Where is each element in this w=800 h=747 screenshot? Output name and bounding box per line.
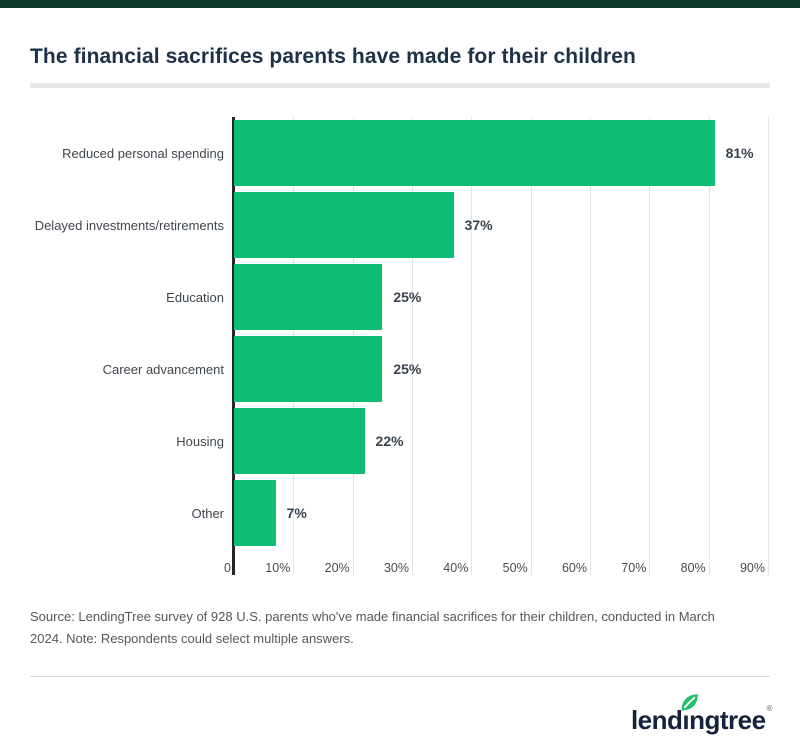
- category-cell: Other: [30, 477, 234, 549]
- bar-row: 81%: [234, 117, 768, 189]
- gridline: [471, 117, 473, 576]
- category-label: Education: [166, 289, 224, 305]
- gridline: [412, 117, 413, 576]
- x-tick-label: 70%: [621, 561, 647, 576]
- bar-row: 7%: [234, 477, 768, 549]
- lendingtree-logo: lendıngtree®: [630, 691, 773, 736]
- category-label: Career advancement: [102, 361, 224, 377]
- category-label: Reduced personal spending: [62, 145, 224, 161]
- title-divider: [30, 83, 770, 89]
- category-label: Housing: [176, 433, 224, 449]
- bar-career-advancement: [234, 336, 383, 403]
- category-cell: Delayed investments/retirements: [30, 189, 234, 261]
- x-tick-label: 0: [224, 561, 231, 576]
- page-title: The financial sacrifices parents have ma…: [30, 45, 636, 68]
- bars-stack: 81% 37% 25% 25% 22%: [234, 117, 768, 549]
- footer-divider: [30, 676, 770, 678]
- value-label: 81%: [725, 145, 754, 162]
- value-label: 22%: [375, 433, 404, 450]
- category-labels-column: Reduced personal spending Delayed invest…: [30, 117, 234, 575]
- x-tick-label: 10%: [265, 561, 291, 576]
- value-label: 25%: [393, 289, 422, 306]
- category-cell: Career advancement: [30, 333, 234, 405]
- bar-row: 25%: [234, 333, 768, 405]
- bar-chart: Reduced personal spending Delayed invest…: [30, 117, 800, 576]
- gridline: [708, 117, 710, 576]
- value-label: 25%: [393, 361, 422, 378]
- bar-education: [234, 264, 383, 331]
- x-tick-label: 80%: [680, 561, 706, 576]
- x-tick-label: 30%: [383, 561, 409, 576]
- x-tick-label: 60%: [561, 561, 587, 576]
- logo-text-ngtree: ngtree: [689, 705, 766, 736]
- leaf-icon: [679, 691, 700, 712]
- gridline: [530, 117, 532, 576]
- x-tick-label: 20%: [324, 561, 350, 576]
- bar-row: 37%: [234, 189, 768, 261]
- value-label: 37%: [464, 217, 493, 234]
- category-label: Other: [191, 505, 224, 521]
- x-axis: 0 10% 20% 30% 40% 50% 60% 70% 80% 90%: [224, 558, 768, 576]
- logo-text-dotless-i: ı: [682, 705, 690, 736]
- bar-other: [234, 480, 276, 547]
- bar-row: 25%: [234, 261, 768, 333]
- gridline: [590, 117, 591, 576]
- registered-trademark-symbol: ®: [766, 704, 773, 714]
- gridline: [768, 117, 769, 576]
- bar-housing: [234, 408, 365, 475]
- footer: lendıngtree®: [0, 677, 800, 733]
- x-tick-label: 40%: [443, 561, 469, 576]
- x-tick-label: 90%: [739, 561, 765, 576]
- category-cell: Reduced personal spending: [30, 117, 234, 189]
- category-cell: Housing: [30, 405, 234, 477]
- top-accent-bar: [0, 0, 800, 8]
- logo-text-lend: lend: [630, 705, 683, 736]
- x-tick-label: 50%: [502, 561, 528, 576]
- category-cell: Education: [30, 261, 234, 333]
- source-note: Source: LendingTree survey of 928 U.S. p…: [30, 609, 715, 647]
- plot-area: 81% 37% 25% 25% 22%: [224, 117, 769, 576]
- y-axis-line: [232, 117, 235, 576]
- bar-row: 22%: [234, 405, 768, 477]
- bar-delayed-investments-retirements: [234, 192, 454, 259]
- value-label: 7%: [286, 505, 307, 522]
- bar-reduced-personal-spending: [234, 120, 715, 187]
- gridline: [649, 117, 651, 576]
- category-label: Delayed investments/retirements: [34, 217, 224, 233]
